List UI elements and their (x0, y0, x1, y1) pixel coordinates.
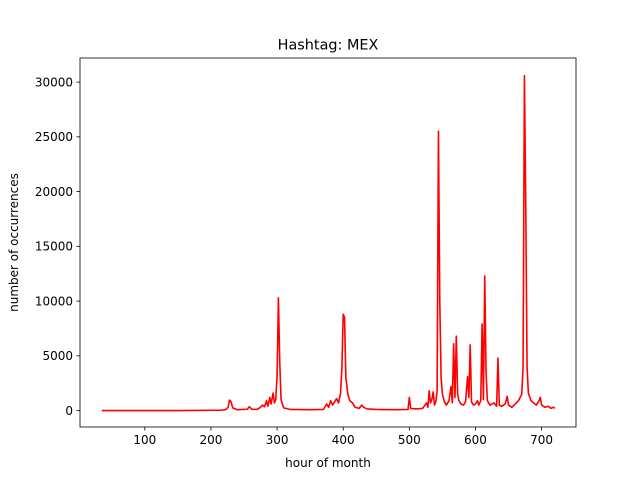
y-tick-label: 0 (65, 404, 73, 418)
x-tick-label: 200 (199, 433, 222, 447)
x-tick-label: 400 (332, 433, 355, 447)
x-tick-label: 700 (530, 433, 553, 447)
x-tick-label: 100 (133, 433, 156, 447)
plot-frame (79, 57, 577, 428)
x-axis-label: hour of month (285, 456, 371, 470)
y-tick-label: 5000 (42, 349, 73, 363)
y-tick-label: 30000 (35, 75, 73, 89)
chart-title: Hashtag: MEX (278, 38, 379, 54)
y-tick-label: 25000 (35, 130, 73, 144)
x-tick-label: 600 (464, 433, 487, 447)
x-tick-label: 500 (398, 433, 421, 447)
y-tick-label: 20000 (35, 185, 73, 199)
series-line-0 (101, 74, 556, 412)
x-tick-label: 300 (266, 433, 289, 447)
y-tick-label: 15000 (35, 240, 73, 254)
y-axis-label: number of occurrences (7, 173, 21, 312)
y-tick-label: 10000 (35, 294, 73, 308)
